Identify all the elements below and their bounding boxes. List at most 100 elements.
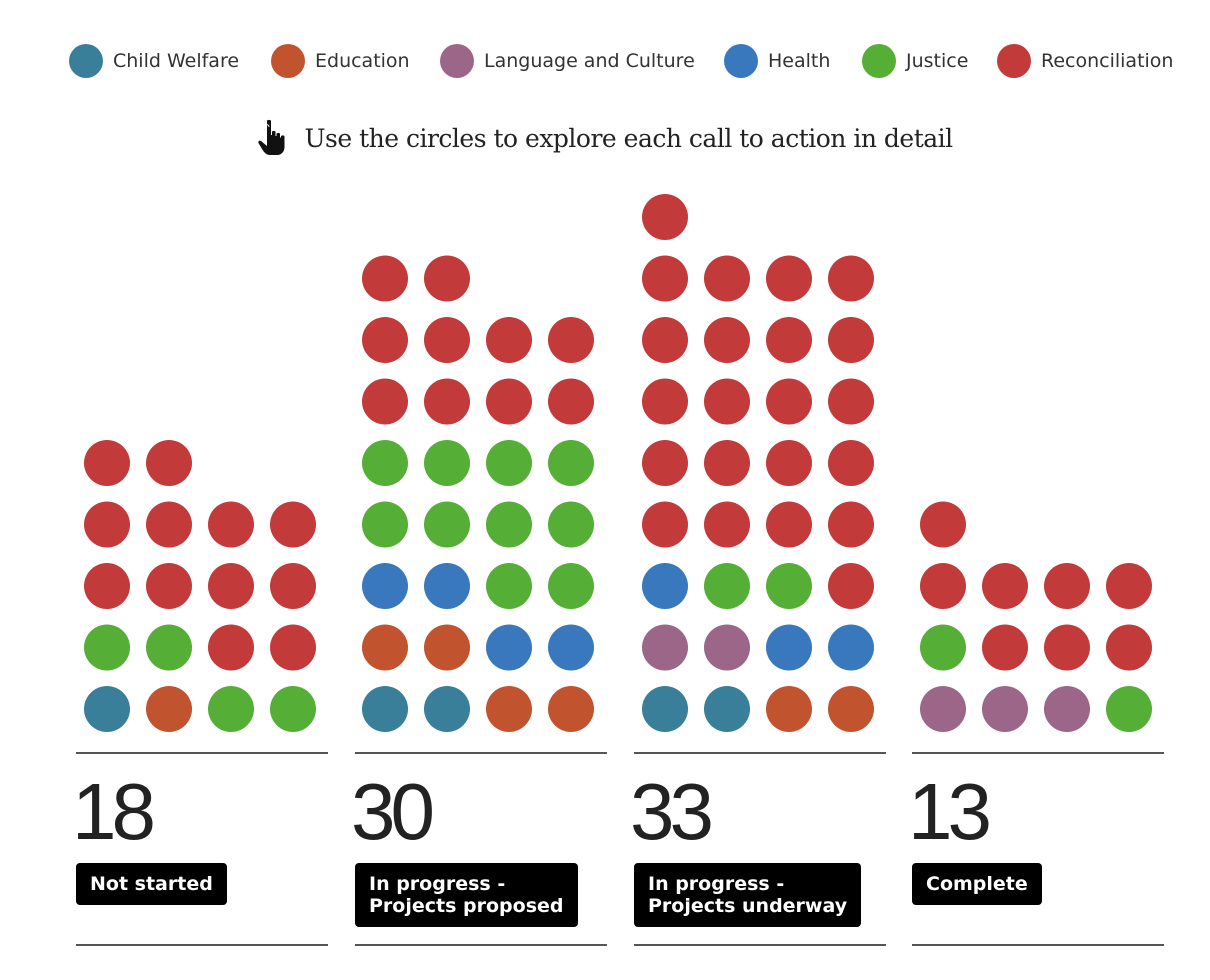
dot-justice[interactable] [208,686,254,732]
dot-child-welfare[interactable] [642,686,688,732]
dot-reconciliation[interactable] [766,378,812,425]
dot-reconciliation[interactable] [84,501,130,548]
dot-reconciliation[interactable] [146,501,192,548]
dot-reconciliation[interactable] [828,501,874,548]
dot-health[interactable] [766,624,812,671]
dot-reconciliation[interactable] [362,317,408,363]
dot-justice[interactable] [362,501,408,548]
dot-health[interactable] [642,563,688,609]
dot-health[interactable] [362,563,408,609]
dot-education[interactable] [362,624,408,671]
dot-reconciliation[interactable] [642,317,688,363]
dot-child-welfare[interactable] [424,686,470,732]
status-label-complete[interactable]: Complete [912,863,1042,905]
dot-justice[interactable] [84,624,130,671]
dot-reconciliation[interactable] [146,440,192,486]
dot-reconciliation[interactable] [424,378,470,425]
dot-justice[interactable] [486,563,532,609]
dot-reconciliation[interactable] [982,563,1028,609]
dot-reconciliation[interactable] [208,563,254,609]
dot-reconciliation[interactable] [270,563,316,609]
dot-reconciliation[interactable] [704,317,750,363]
dot-reconciliation[interactable] [270,501,316,548]
dot-justice[interactable] [424,440,470,486]
dot-reconciliation[interactable] [704,440,750,486]
dot-reconciliation[interactable] [828,563,874,609]
dot-reconciliation[interactable] [642,378,688,425]
dot-reconciliation[interactable] [548,378,594,425]
dot-reconciliation[interactable] [828,255,874,302]
dot-reconciliation[interactable] [486,317,532,363]
dot-child-welfare[interactable] [84,686,130,732]
dot-language-and-culture[interactable] [642,624,688,671]
dot-reconciliation[interactable] [828,317,874,363]
dot-reconciliation[interactable] [828,378,874,425]
dot-child-welfare[interactable] [704,686,750,732]
dot-reconciliation[interactable] [642,440,688,486]
status-label-projects-proposed[interactable]: In progress - Projects proposed [355,863,578,927]
dot-reconciliation[interactable] [642,255,688,302]
dot-reconciliation[interactable] [920,501,966,548]
dot-reconciliation[interactable] [1106,563,1152,609]
dot-language-and-culture[interactable] [704,624,750,671]
dot-justice[interactable] [270,686,316,732]
dot-reconciliation[interactable] [1044,624,1090,671]
dot-justice[interactable] [920,624,966,671]
dot-justice[interactable] [424,501,470,548]
dot-health[interactable] [486,624,532,671]
dot-reconciliation[interactable] [270,624,316,671]
dot-health[interactable] [424,563,470,609]
dot-education[interactable] [424,624,470,671]
pointing-hand-icon [257,119,287,157]
dot-justice[interactable] [146,624,192,671]
dot-reconciliation[interactable] [828,440,874,486]
dot-language-and-culture[interactable] [1044,686,1090,732]
dot-justice[interactable] [766,563,812,609]
dot-reconciliation[interactable] [920,563,966,609]
dot-reconciliation[interactable] [208,624,254,671]
legend-swatch-justice [862,44,896,78]
status-label-not-started[interactable]: Not started [76,863,227,905]
dot-reconciliation[interactable] [84,440,130,486]
dot-reconciliation[interactable] [704,378,750,425]
dot-reconciliation[interactable] [1106,624,1152,671]
dot-education[interactable] [146,686,192,732]
dot-justice[interactable] [486,440,532,486]
dot-reconciliation[interactable] [704,255,750,302]
dot-reconciliation[interactable] [982,624,1028,671]
dot-reconciliation[interactable] [548,317,594,363]
dot-justice[interactable] [362,440,408,486]
dot-reconciliation[interactable] [766,440,812,486]
dot-reconciliation[interactable] [704,501,750,548]
dot-reconciliation[interactable] [362,378,408,425]
dot-reconciliation[interactable] [766,255,812,302]
dot-reconciliation[interactable] [362,255,408,302]
dot-education[interactable] [828,686,874,732]
status-label-projects-underway[interactable]: In progress - Projects underway [634,863,862,927]
dot-reconciliation[interactable] [424,255,470,302]
dot-reconciliation[interactable] [84,563,130,609]
dot-language-and-culture[interactable] [920,686,966,732]
dot-justice[interactable] [548,501,594,548]
dot-reconciliation[interactable] [424,317,470,363]
dot-reconciliation[interactable] [766,501,812,548]
dot-education[interactable] [486,686,532,732]
dot-education[interactable] [766,686,812,732]
dot-reconciliation[interactable] [766,317,812,363]
dot-justice[interactable] [1106,686,1152,732]
dot-reconciliation[interactable] [208,501,254,548]
dot-reconciliation[interactable] [486,378,532,425]
dot-health[interactable] [828,624,874,671]
dot-education[interactable] [548,686,594,732]
dot-justice[interactable] [548,563,594,609]
dot-justice[interactable] [486,501,532,548]
dot-health[interactable] [548,624,594,671]
dot-reconciliation[interactable] [642,194,688,240]
dot-reconciliation[interactable] [146,563,192,609]
dot-reconciliation[interactable] [642,501,688,548]
dot-justice[interactable] [704,563,750,609]
dot-reconciliation[interactable] [1044,563,1090,609]
dot-language-and-culture[interactable] [982,686,1028,732]
dot-justice[interactable] [548,440,594,486]
dot-child-welfare[interactable] [362,686,408,732]
